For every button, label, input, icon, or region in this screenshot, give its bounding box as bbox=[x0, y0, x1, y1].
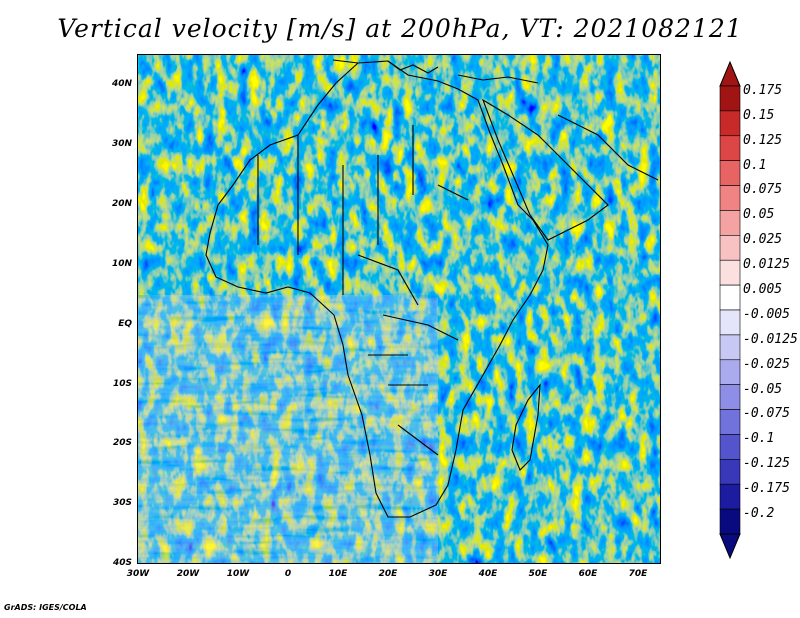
lon-tick-0: 0 bbox=[284, 569, 292, 579]
colorbar-level-label: -0.005 bbox=[743, 306, 790, 322]
colorbar-level-label: -0.175 bbox=[743, 481, 790, 497]
lat-tick-10s: 10S bbox=[112, 379, 132, 389]
lon-tick-20e: 20E bbox=[378, 569, 398, 579]
colorbar-swatch bbox=[719, 235, 741, 261]
colorbar-swatch bbox=[719, 334, 741, 361]
lat-tick-40n: 40N bbox=[111, 79, 132, 89]
lat-tick-30n: 30N bbox=[111, 139, 132, 149]
colorbar-swatch bbox=[719, 384, 741, 410]
colorbar-level-label: 0.05 bbox=[743, 207, 775, 223]
lon-tick-10e: 10E bbox=[328, 569, 348, 579]
colorbar-swatch bbox=[719, 409, 741, 435]
colorbar-level-label: -0.0125 bbox=[743, 331, 798, 347]
lon-tick-70e: 70E bbox=[628, 569, 648, 579]
lon-tick-60e: 60E bbox=[578, 569, 598, 579]
colorbar-swatch bbox=[719, 259, 741, 286]
colorbar-swatch bbox=[719, 483, 741, 510]
chart-title: Vertical velocity [m/s] at 200hPa, VT: 2… bbox=[57, 14, 743, 43]
colorbar-level-label: -0.2 bbox=[743, 506, 775, 521]
coastline-outline bbox=[205, 59, 659, 518]
lon-tick-40e: 40E bbox=[478, 569, 498, 579]
colorbar-bottom-arrow bbox=[719, 533, 741, 560]
lat-tick-eq: EQ bbox=[118, 319, 132, 329]
lon-tick-20w: 20W bbox=[176, 569, 200, 579]
colorbar-level-label: -0.125 bbox=[743, 456, 790, 472]
colorbar-level-label: 0.125 bbox=[743, 132, 783, 148]
lat-tick-10n: 10N bbox=[111, 259, 132, 269]
colorbar-swatch bbox=[719, 284, 741, 311]
colorbar-swatch bbox=[719, 160, 741, 186]
vertical-velocity-field bbox=[138, 55, 660, 563]
lon-tick-10w: 10W bbox=[226, 569, 250, 579]
colorbar-swatch bbox=[719, 309, 741, 336]
colorbar-level-label: 0.1 bbox=[743, 157, 767, 173]
colorbar-level-label: -0.05 bbox=[743, 381, 783, 397]
colorbar-swatch bbox=[719, 135, 741, 161]
lon-tick-30e: 30E bbox=[428, 569, 448, 579]
colorbar bbox=[719, 60, 741, 560]
colorbar-swatch bbox=[719, 210, 741, 236]
lat-tick-30s: 30S bbox=[112, 498, 132, 508]
colorbar-swatch bbox=[719, 508, 741, 535]
colorbar-level-label: 0.0125 bbox=[743, 257, 790, 273]
map-panel bbox=[137, 54, 661, 564]
lon-tick-50e: 50E bbox=[528, 569, 548, 579]
colorbar-level-label: 0.005 bbox=[743, 282, 783, 297]
colorbar-level-label: -0.075 bbox=[743, 406, 790, 422]
colorbar-swatch bbox=[719, 359, 741, 385]
colorbar-swatch bbox=[719, 85, 741, 112]
footer-credit: GrADS: IGES/COLA bbox=[4, 603, 87, 612]
colorbar-top-arrow bbox=[719, 60, 741, 87]
colorbar-swatch bbox=[719, 110, 741, 137]
colorbar-level-label: -0.025 bbox=[743, 356, 790, 372]
colorbar-level-label: -0.1 bbox=[743, 431, 775, 447]
colorbar-swatch bbox=[719, 459, 741, 485]
colorbar-level-label: 0.15 bbox=[743, 107, 775, 123]
lon-tick-30w: 30W bbox=[126, 569, 150, 579]
lat-tick-20s: 20S bbox=[112, 438, 132, 448]
lat-tick-20n: 20N bbox=[111, 199, 132, 209]
colorbar-level-label: 0.175 bbox=[743, 82, 783, 98]
lat-tick-40s: 40S bbox=[112, 558, 132, 568]
colorbar-level-label: 0.075 bbox=[743, 182, 783, 198]
colorbar-swatch bbox=[719, 185, 741, 211]
colorbar-level-label: 0.025 bbox=[743, 232, 783, 248]
colorbar-swatch bbox=[719, 434, 741, 460]
